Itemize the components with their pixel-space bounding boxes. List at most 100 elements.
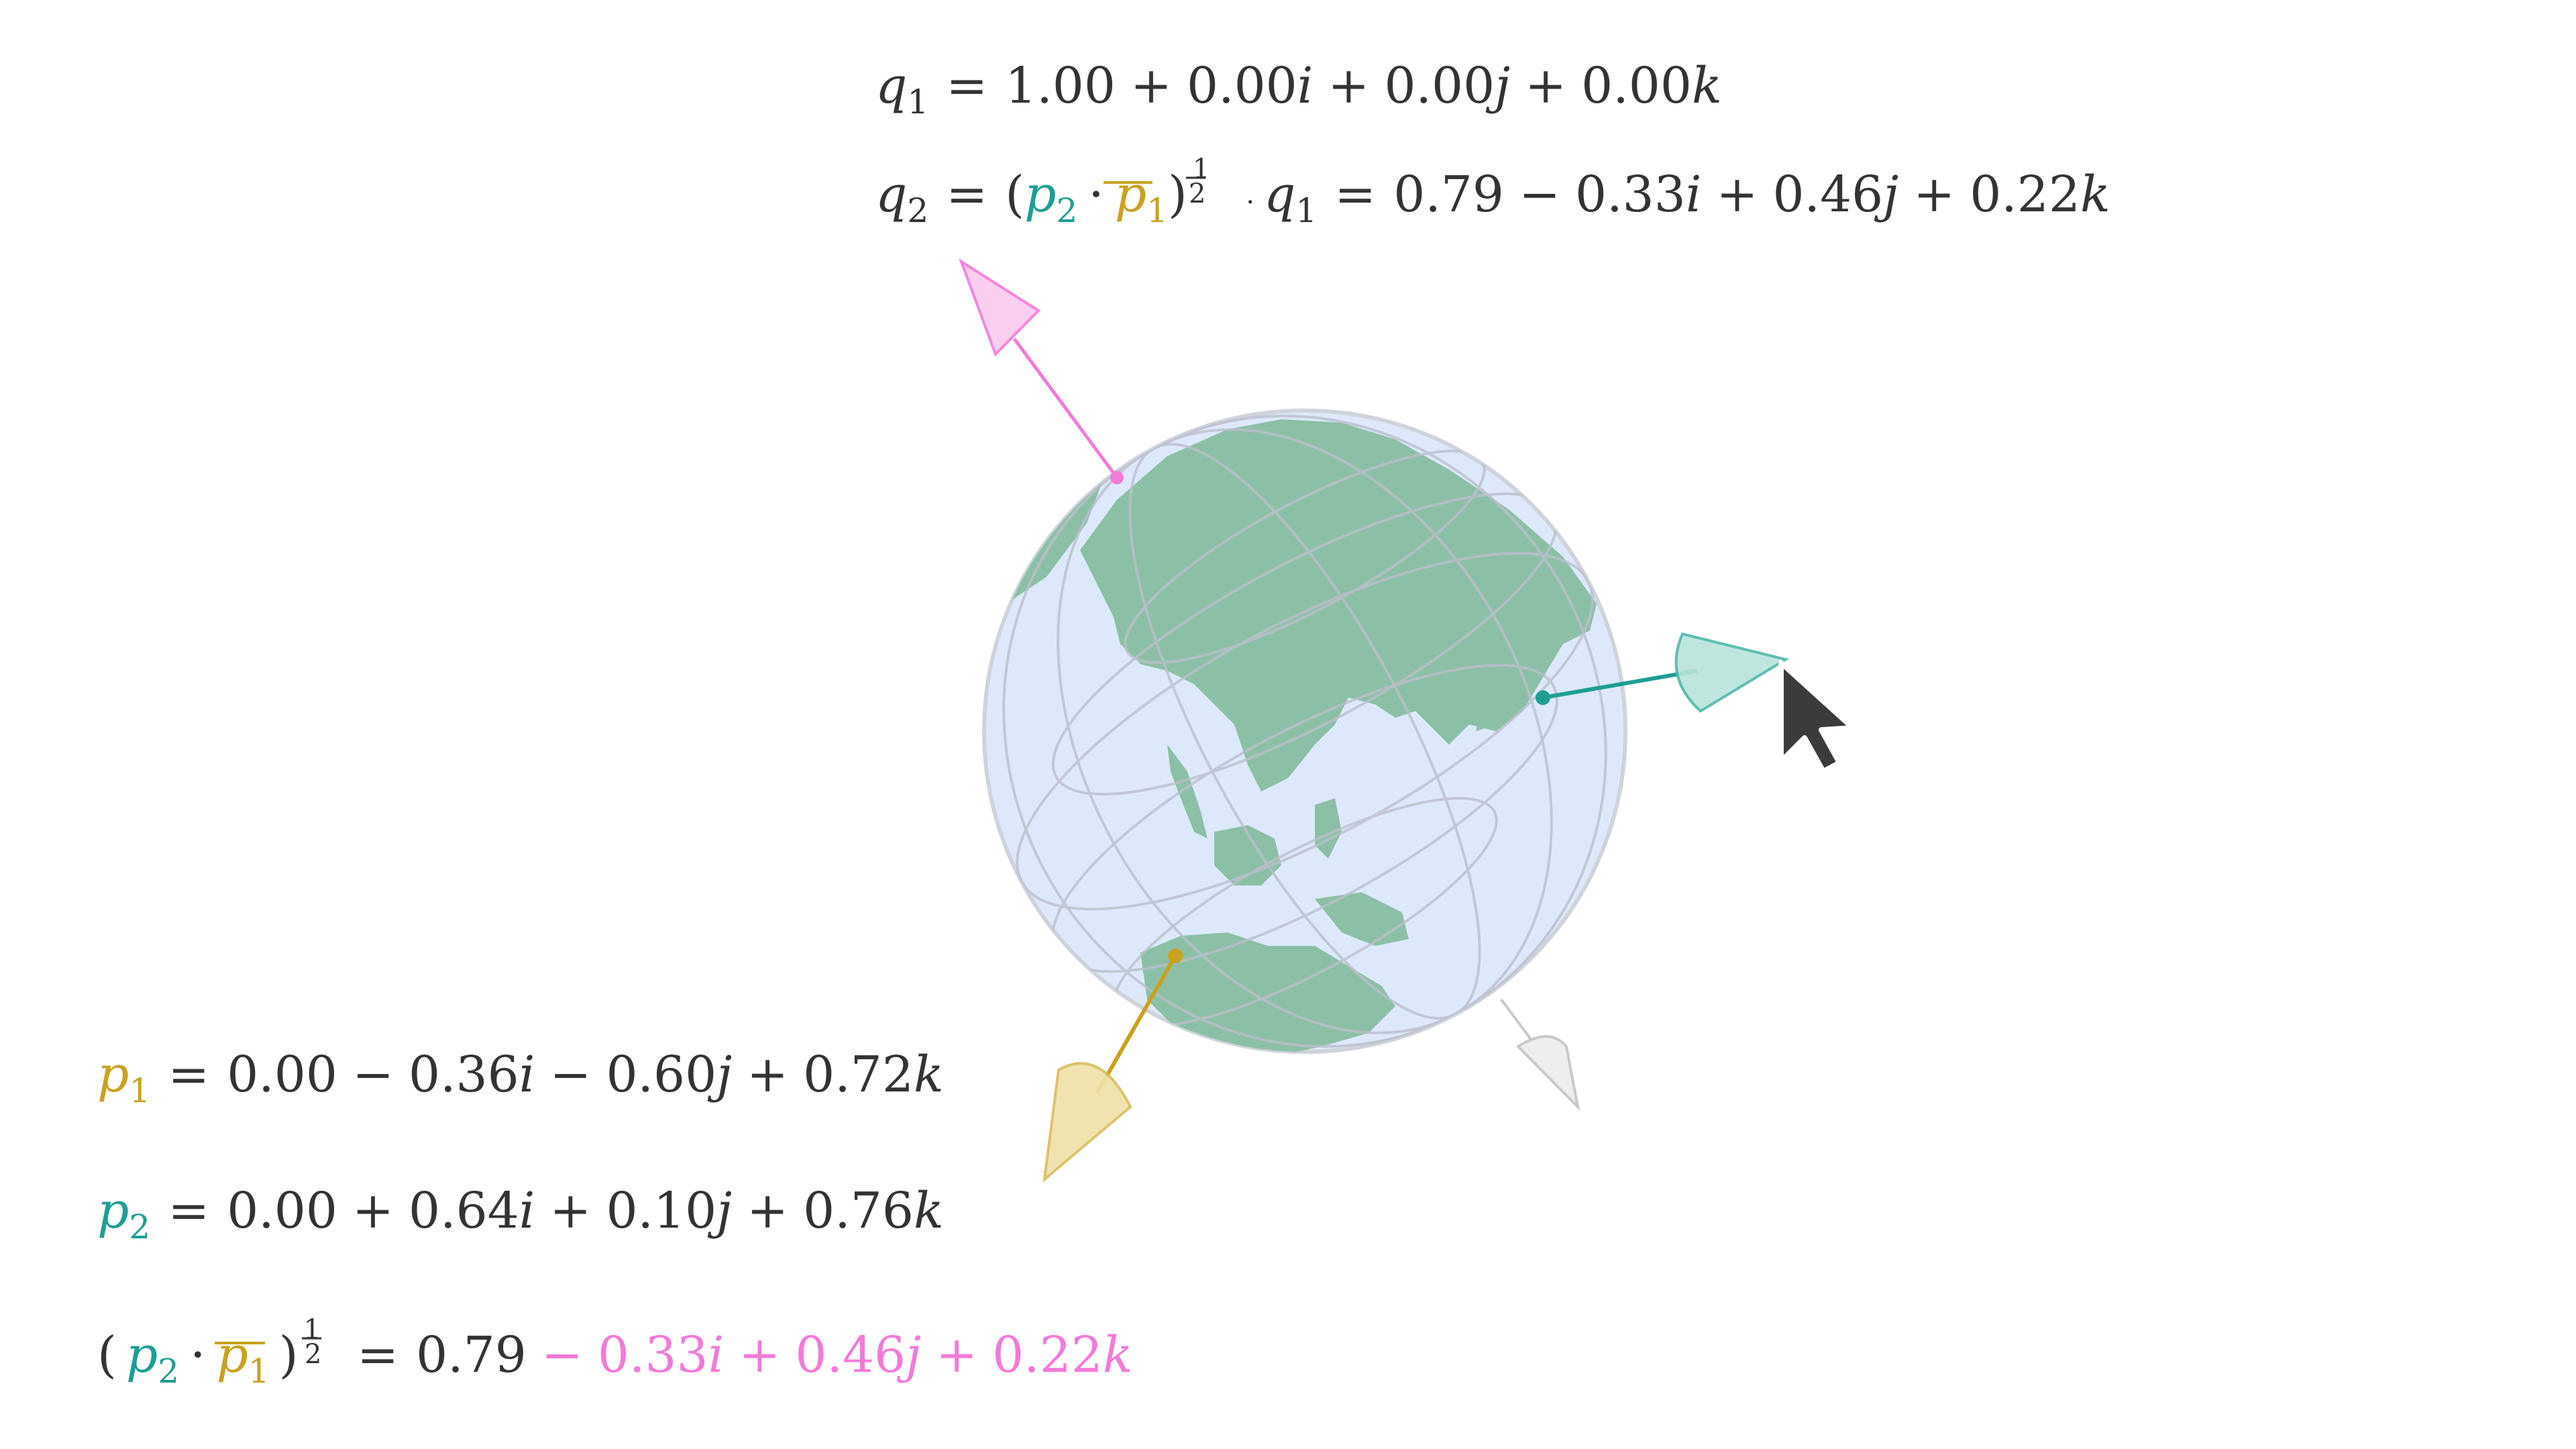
q1-sign-i: +	[1130, 57, 1172, 115]
land-malay	[1167, 745, 1208, 839]
result-w: 0.79	[416, 1326, 527, 1384]
arrow-cone-icon	[1674, 632, 1790, 713]
result-lparen: (	[97, 1326, 117, 1384]
p1-symbol: p	[97, 1046, 129, 1104]
q2-value-j: 0.46	[1772, 166, 1883, 223]
q1-value-k: 0.00	[1581, 57, 1692, 115]
p1-sign-i: −	[352, 1046, 394, 1104]
q2-rparen: )	[1168, 166, 1187, 223]
land-new-guinea	[1315, 892, 1409, 946]
result-value-i: 0.33	[598, 1326, 708, 1384]
p1-unit-k: k	[914, 1046, 944, 1104]
result-value-k: 0.22	[992, 1326, 1103, 1384]
q2-dot: ·	[1088, 166, 1104, 223]
arrow-cone-icon	[1042, 1062, 1132, 1183]
q2-sign-i: −	[1519, 166, 1560, 223]
p1-value-k: 0.72	[803, 1046, 914, 1104]
p2-arrow[interactable]	[1536, 632, 1790, 713]
q2-equals: =	[946, 166, 987, 223]
q1-unit-i: i	[1297, 57, 1313, 115]
q2-subscript: 2	[907, 191, 928, 230]
result-rparen: )	[279, 1326, 299, 1384]
equation-p2: p2 = 0.00 +0.64i +0.10j +0.76k	[97, 1182, 944, 1246]
result-p1-symbol: p	[217, 1326, 248, 1384]
q2-value-k: 0.22	[1970, 166, 2080, 223]
result-equals: =	[357, 1326, 398, 1384]
q2-q1-symbol: q	[1264, 166, 1295, 223]
p1-sign-j: −	[549, 1046, 591, 1104]
q2-sign-k: +	[1913, 166, 1955, 223]
ghost-arrow	[1500, 998, 1580, 1112]
result-arrow[interactable]	[959, 258, 1124, 484]
p1-equals: =	[168, 1046, 209, 1104]
q2-p1-symbol: p	[1115, 166, 1146, 223]
p2-symbol: p	[97, 1182, 129, 1240]
p2-unit-i: i	[519, 1182, 535, 1240]
q2-equals-2: =	[1334, 166, 1376, 223]
q1-equals: =	[946, 57, 987, 115]
result-p2-symbol: p	[126, 1326, 158, 1384]
q1-sign-j: +	[1328, 57, 1369, 115]
result-sign-i: −	[541, 1326, 583, 1384]
result-dot: ·	[190, 1326, 206, 1384]
equation-q2: q2 = (p2 · p1) 1· q1 = 0.79−0.33i +0.46j +0.22k	[875, 154, 2110, 230]
q2-w: 0.79	[1393, 166, 1504, 223]
globe[interactable]	[894, 309, 1716, 1152]
land-eurasia	[1080, 419, 1597, 792]
result-unit-i: i	[708, 1326, 724, 1384]
q1-symbol: q	[875, 57, 907, 115]
p1-subscript: 1	[129, 1071, 150, 1110]
q2-unit-k: k	[2080, 166, 2110, 223]
result-exponent-num: 1	[304, 1314, 321, 1345]
result-p1-subscript: 1	[248, 1352, 270, 1391]
result-sign-k: +	[936, 1326, 977, 1384]
q1-subscript: 1	[907, 83, 928, 121]
q2-dot-2: ·	[1246, 187, 1254, 218]
equation-q1: q1 = 1.00 +0.00i +0.00j +0.00k	[875, 57, 1722, 121]
q2-lparen: (	[1005, 166, 1024, 223]
p1-sign-k: +	[747, 1046, 788, 1104]
result-p2-subscript: 2	[158, 1352, 179, 1391]
arrow-cone-icon	[1515, 1035, 1580, 1112]
p1-unit-i: i	[519, 1046, 535, 1104]
q2-sign-j: +	[1716, 166, 1758, 223]
p2-value-k: 0.76	[803, 1182, 914, 1240]
p1-w: 0.00	[227, 1046, 337, 1104]
q1-value-i: 0.00	[1187, 57, 1297, 115]
q1-w: 1.00	[1005, 57, 1116, 115]
land-new-zealand	[1442, 1026, 1462, 1052]
p2-w: 0.00	[227, 1182, 337, 1240]
land-japan	[1476, 631, 1556, 731]
p2-sign-k: +	[747, 1182, 788, 1240]
q2-p2-symbol: p	[1024, 166, 1056, 223]
equation-result: (p2 · p1) 1 = 0.79−0.33i +0.46j +0.22k	[97, 1314, 1133, 1391]
q1-unit-k: k	[1692, 57, 1722, 115]
result-sign-j: +	[739, 1326, 780, 1384]
q2-exponent-num: 1	[1193, 154, 1210, 184]
equation-p1: p1 = 0.00−0.36i −0.60j +0.72k	[97, 1046, 944, 1110]
p2-sign-j: +	[549, 1182, 591, 1240]
p2-value-i: 0.64	[409, 1182, 519, 1240]
p1-value-j: 0.60	[606, 1046, 716, 1104]
p2-equals: =	[168, 1182, 209, 1240]
q2-exponent-den: 2	[1189, 178, 1205, 209]
p1-value-i: 0.36	[409, 1046, 519, 1104]
q2-symbol: q	[875, 166, 907, 223]
q1-value-j: 0.00	[1384, 57, 1495, 115]
q1-sign-k: +	[1525, 57, 1566, 115]
result-exponent-den: 2	[305, 1339, 321, 1370]
p2-unit-k: k	[914, 1182, 944, 1240]
q2-p2-subscript: 2	[1056, 191, 1077, 230]
p1-arrow[interactable]	[1042, 949, 1183, 1183]
p2-subscript: 2	[129, 1208, 150, 1246]
result-unit-k: k	[1103, 1326, 1133, 1384]
q2-unit-i: i	[1686, 166, 1702, 223]
arrow-cone-icon	[959, 258, 1041, 357]
land-borneo	[1214, 825, 1281, 885]
q2-p1-subscript: 1	[1146, 191, 1168, 230]
p2-value-j: 0.10	[606, 1182, 716, 1240]
q2-q1-subscript: 1	[1295, 191, 1317, 230]
mouse-pointer-icon	[1778, 660, 1856, 774]
q2-value-i: 0.33	[1575, 166, 1686, 223]
